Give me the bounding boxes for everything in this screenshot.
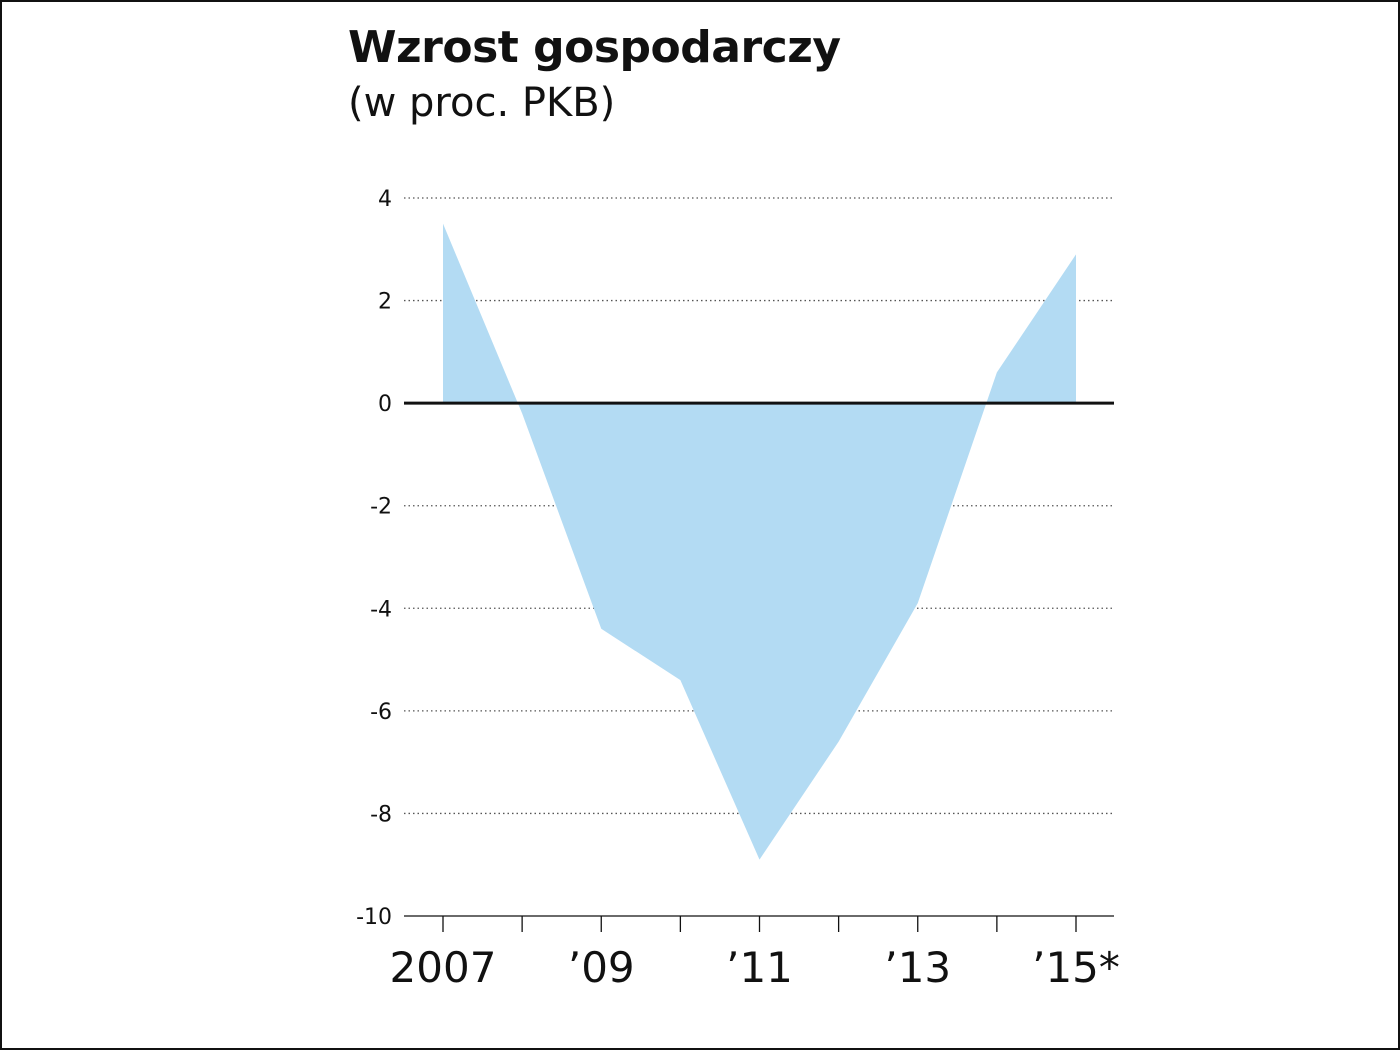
x-tick-label: ’13 [884,943,951,992]
axis-layer [404,401,1114,932]
x-tick-label: ’15* [1032,943,1120,992]
chart-title: Wzrost gospodarczy [348,22,841,73]
x-tick-label: ’09 [568,943,635,992]
area-layer [443,223,1076,860]
y-tick-label: -4 [370,597,392,622]
chart-subtitle: (w proc. PKB) [348,80,616,126]
grid-layer [404,197,1114,815]
x-tick-label: ’11 [726,943,793,992]
y-tick-label: -10 [356,905,392,930]
y-tick-label: 2 [378,290,392,315]
y-tick-label: 4 [378,187,392,212]
y-tick-label: -6 [370,700,392,725]
y-tick-label: -8 [370,802,392,827]
y-tick-label: -2 [370,495,392,520]
area-series [443,223,1076,860]
x-tick-label: 2007 [390,943,497,992]
label-layer: 4 2 0 -2 -4 -6 -8 -10 2007 ’09 ’11 ’13 ’15* [356,187,1120,992]
y-tick-label: 0 [378,392,392,417]
